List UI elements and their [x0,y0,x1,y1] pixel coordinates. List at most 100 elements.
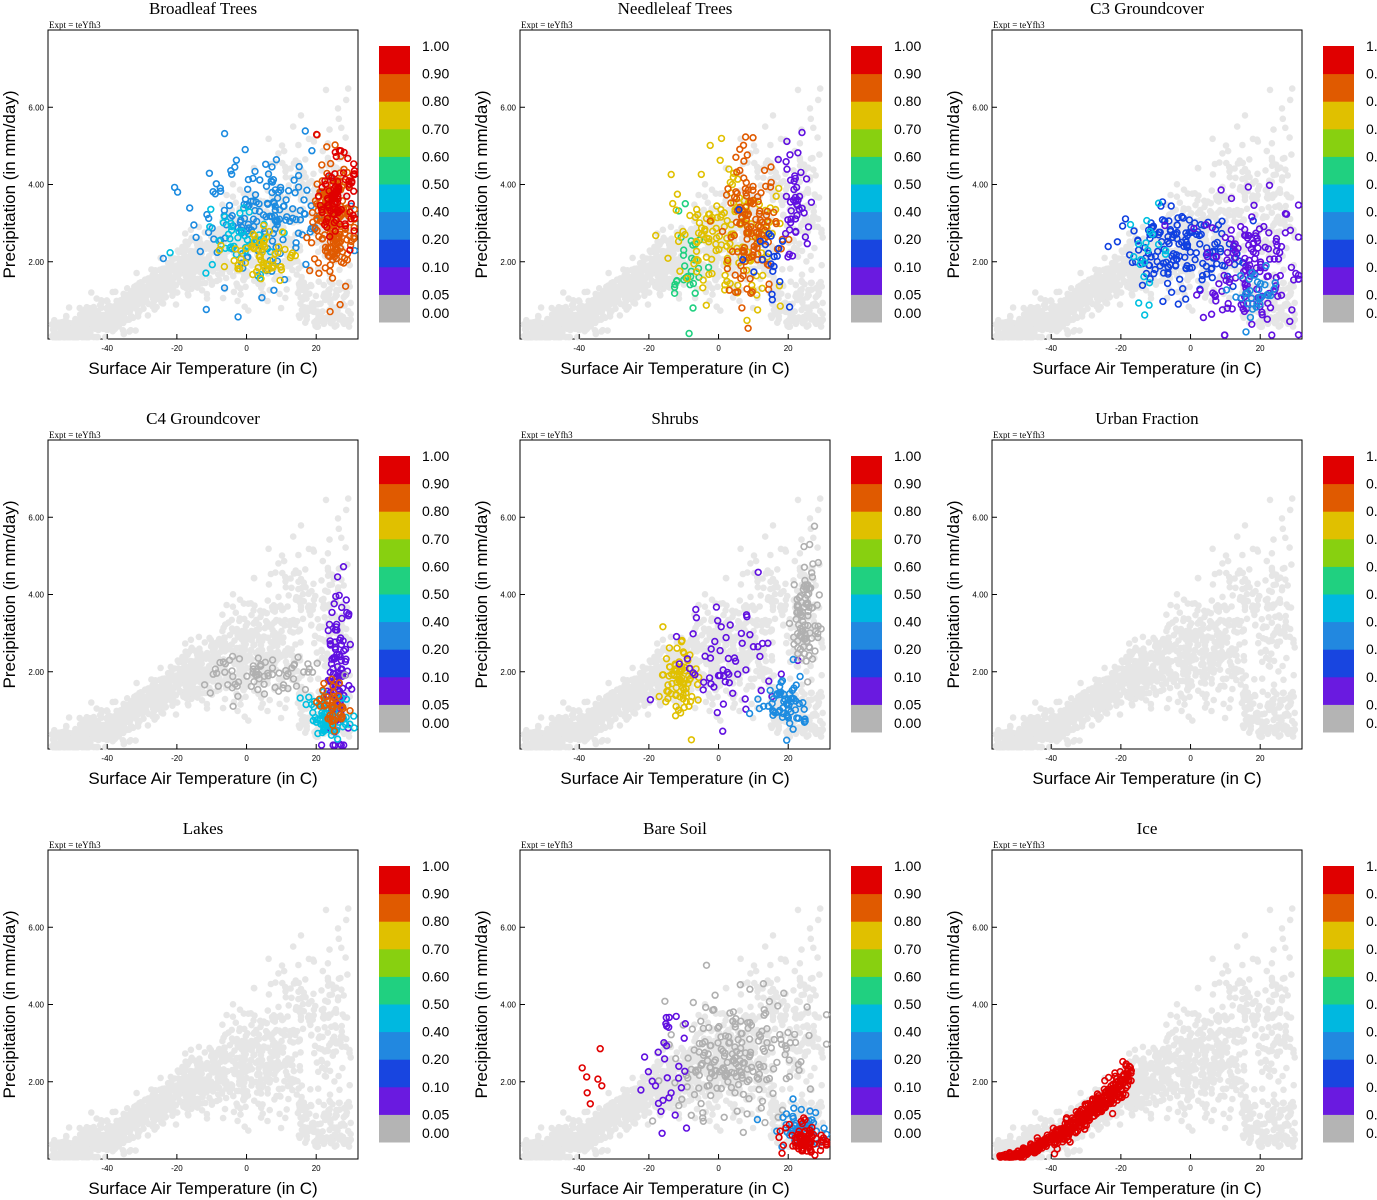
y-tick-label: 6.00 [28,103,44,112]
bg-point [165,273,172,280]
bg-point [126,309,133,316]
bg-point [668,224,675,231]
bg-point [536,333,543,340]
bg-point [158,281,165,288]
bg-point [799,248,806,255]
bg-point [98,297,105,304]
bg-point [660,227,667,234]
bg-point [807,105,814,112]
y-tick-label: 2.00 [28,258,44,267]
bg-point [241,303,248,310]
bg-point [599,315,606,322]
bg-point [208,245,215,252]
bg-point [220,295,227,302]
bg-point [1070,309,1077,316]
bg-point [1097,304,1104,311]
bg-point [751,160,758,167]
bg-point [795,87,802,94]
bg-point [114,317,121,324]
bg-point [230,193,237,200]
bg-point [292,157,299,164]
bg-point [124,285,131,292]
bg-point [124,299,131,306]
bg-point [580,324,587,331]
bg-point [182,230,189,237]
x-tick-label: -20 [643,344,655,353]
bg-point [199,287,206,294]
colorbar-swatch [379,239,410,267]
colorbar-label: 1.00 [422,38,449,54]
panel-broadleaf-trees: Broadleaf TreesExpt = teYfh3-40 -20 0 202.0… [0,0,449,378]
bg-point [326,126,333,133]
x-tick-label: -20 [171,344,183,353]
colorbar-label: 0.00 [894,305,921,321]
bg-point [237,291,244,298]
colorbar-swatch [379,156,410,184]
bg-point [1279,174,1286,181]
bg-point [551,333,558,340]
bg-point [802,216,809,223]
figure: Broadleaf TreesExpt = teYfh3-40 -20 0 202.0… [0,0,1377,1200]
bg-point [306,290,313,297]
colorbar-swatch [379,267,410,295]
bg-point [1286,285,1293,292]
bg-point [767,142,774,149]
bg-point [736,298,743,305]
bg-point [199,274,206,281]
bg-point [186,262,193,269]
bg-point [1287,97,1294,104]
bg-point [631,266,638,273]
colorbar-label: 0.50 [894,176,921,192]
bg-point [343,97,350,104]
bg-point [233,199,240,206]
colorbar-swatch [851,129,882,157]
colorbar-swatch [379,74,410,102]
x-tick-label: -40 [573,344,585,353]
bg-point [810,125,817,132]
colorbar-label: 0.10 [894,259,921,275]
bg-point [336,280,343,287]
bg-point [816,194,823,201]
bg-point [529,332,536,339]
bg-point [604,285,611,292]
bg-point [1071,327,1078,334]
bg-point [666,245,673,252]
bg-point [808,116,815,123]
bg-point [323,87,330,94]
bg-point [1195,165,1202,172]
bg-point [66,304,73,311]
bg-point [306,136,313,143]
bg-point [597,293,604,300]
bg-point [779,202,786,209]
bg-point [815,97,822,104]
bg-point [634,294,641,301]
bg-point [612,297,619,304]
bg-point [542,321,549,328]
bg-point [1231,218,1238,225]
bg-point [198,280,205,287]
bg-point [1209,187,1216,194]
bg-point [107,303,114,310]
bg-point [57,332,64,339]
bg-point [1269,162,1276,169]
bg-point [800,314,807,321]
bg-point [797,162,804,169]
bg-point [1109,273,1116,280]
bg-point [808,287,815,294]
bg-point [803,305,810,312]
bg-point [621,272,628,279]
bg-point [283,286,290,293]
bg-point [538,304,545,311]
bg-point [162,294,169,301]
bg-point [1077,270,1084,277]
bg-point [127,327,134,334]
bg-point [345,308,352,315]
bg-point [1236,157,1243,164]
bg-point [298,112,305,119]
bg-point [1174,181,1181,188]
bg-point [760,175,767,182]
bg-point [319,308,326,315]
bg-point [819,234,826,241]
bg-point [1174,193,1181,200]
bg-point [175,249,182,256]
